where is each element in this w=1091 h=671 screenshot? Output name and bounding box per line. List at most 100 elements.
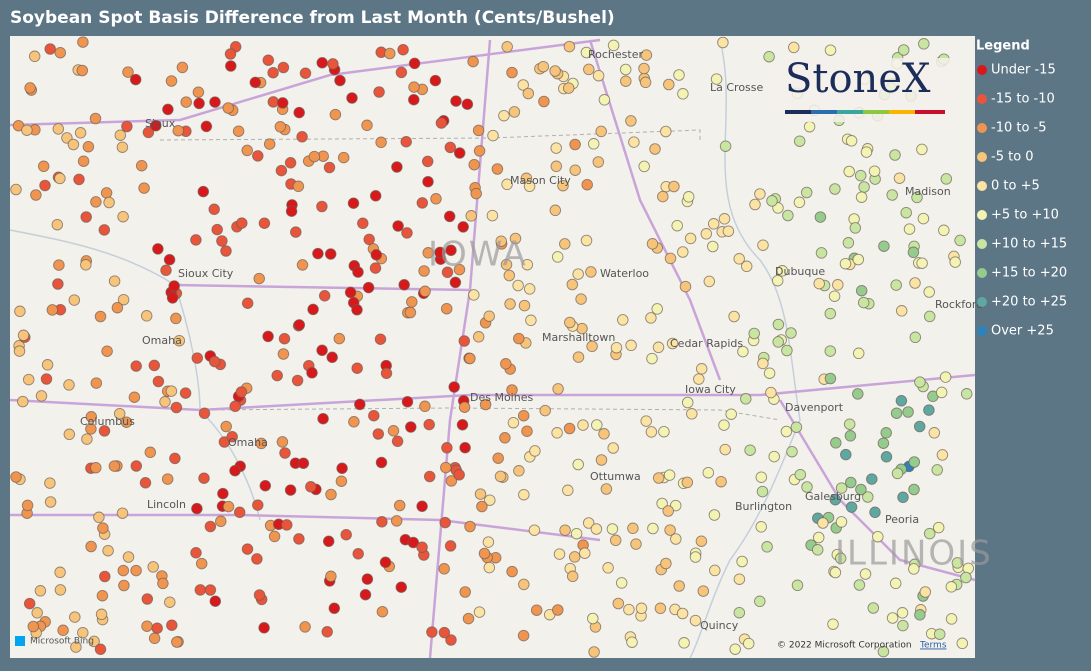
station-dot [419, 285, 431, 298]
station-dot [679, 280, 692, 293]
station-dot [98, 224, 111, 236]
station-dot [444, 141, 457, 154]
station-dot [695, 535, 708, 547]
station-dot [484, 494, 496, 506]
station-dot [22, 373, 35, 386]
station-dot [147, 561, 159, 573]
station-dot [566, 570, 579, 583]
station-dot [936, 449, 949, 461]
station-dot [416, 500, 428, 513]
station-dot [449, 276, 462, 289]
station-dot [668, 180, 680, 193]
station-dot [352, 266, 364, 278]
station-dot [689, 614, 702, 627]
station-dot [740, 260, 753, 273]
station-dot [292, 180, 305, 193]
station-dot [96, 589, 109, 602]
station-dot [916, 143, 928, 156]
station-dot [529, 445, 541, 457]
station-dot [317, 412, 329, 425]
station-dot [763, 367, 776, 379]
station-dot [673, 580, 685, 592]
station-dot [296, 131, 308, 143]
station-dot [590, 523, 603, 535]
station-dot [80, 211, 92, 223]
road [9, 373, 976, 412]
city-label: Galesburg [805, 490, 861, 503]
station-dot [284, 157, 297, 169]
station-dot [606, 523, 619, 535]
terms-link[interactable]: Terms [919, 641, 947, 651]
station-dot [458, 335, 471, 347]
station-dot [842, 237, 855, 249]
station-dot [14, 305, 26, 318]
station-dot [677, 246, 689, 258]
station-dot [232, 125, 245, 137]
station-dot [253, 272, 265, 285]
station-dot [444, 540, 457, 552]
station-dot [293, 319, 306, 331]
station-dot [441, 266, 454, 279]
station-dot [52, 278, 64, 290]
station-dot [316, 200, 328, 213]
station-dot [681, 396, 694, 409]
station-dot [21, 124, 33, 136]
station-dot [780, 425, 793, 438]
station-dot [866, 473, 878, 485]
station-dot [121, 120, 133, 133]
station-dot [835, 482, 848, 494]
station-dot [82, 140, 95, 153]
map[interactable]: Rochester La Crosse Sioux Mason City Mad… [9, 36, 993, 659]
station-dot [262, 54, 275, 66]
station-dot [85, 423, 97, 435]
station-dot [919, 586, 932, 598]
station-dot [430, 193, 442, 205]
station-dot [10, 471, 22, 483]
station-dot [853, 579, 866, 591]
station-dot [318, 290, 331, 302]
station-dot [40, 373, 53, 385]
station-dot [31, 607, 43, 619]
station-dot [440, 302, 453, 315]
station-dot [423, 470, 436, 483]
city-label: La Crosse [710, 81, 764, 94]
station-dot [501, 178, 513, 191]
city-label: Lincoln [147, 498, 186, 511]
city-label: Des Moines [470, 391, 533, 404]
station-dot [391, 435, 404, 448]
station-dot [891, 467, 904, 480]
station-dot [93, 511, 105, 524]
station-dot [130, 460, 143, 472]
station-dot [617, 314, 629, 326]
station-dot [890, 407, 903, 419]
station-dot [307, 303, 319, 316]
station-dot [900, 206, 912, 219]
station-dot [657, 190, 669, 203]
station-dot [67, 138, 80, 151]
station-dot [625, 339, 637, 352]
station-dot [97, 522, 109, 534]
station-dot [209, 595, 222, 607]
station-dot [225, 60, 237, 72]
station-dot [549, 204, 562, 217]
station-dot [98, 425, 111, 437]
station-dot [23, 597, 36, 610]
station-dot [117, 210, 129, 223]
station-dot [27, 620, 40, 633]
station-dot [598, 94, 611, 106]
station-dot [575, 293, 587, 305]
station-dot [271, 369, 283, 382]
station-dot [374, 333, 387, 345]
station-dot [168, 280, 180, 292]
station-dot [945, 613, 958, 625]
station-dot [757, 239, 769, 251]
station-dot [316, 344, 328, 357]
station-dot [766, 195, 778, 207]
station-dot [522, 87, 535, 100]
station-dot [824, 345, 837, 357]
station-dot [551, 427, 563, 439]
station-dot [880, 451, 893, 463]
state-border [159, 129, 701, 141]
station-dot [347, 197, 360, 209]
